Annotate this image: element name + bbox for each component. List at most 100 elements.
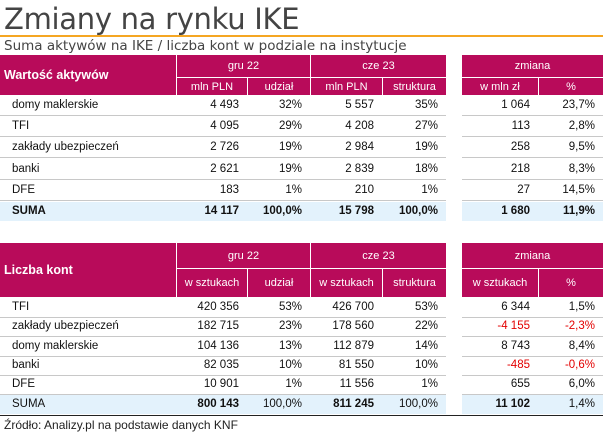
cell-value: 27% [414,120,438,133]
cell-value: 420 356 [197,301,239,313]
cell-value: 1% [421,378,438,391]
cell-value: 14 117 [204,205,239,217]
cell-value: 112 879 [333,339,374,352]
cell-value: 5 557 [345,99,374,111]
row-label: DFE [12,378,35,391]
cell-value: 8,4% [568,339,595,352]
cell-value: 100,0% [262,205,302,217]
cell-value: 13% [278,339,302,352]
cell-value: 183 [219,183,239,196]
cell-value: 182 715 [197,320,239,333]
group-header: gru 22 [177,243,310,268]
cell-value: 100,0% [398,397,438,410]
cell-value: 6,0% [568,378,595,391]
row-divider [0,115,446,116]
cell-value: 655 [510,378,530,391]
cell-value: 4 493 [210,99,239,111]
group-header: zmiana [462,55,603,77]
cell-value: 35% [414,99,438,111]
row-label: TFI [12,301,30,313]
column-header: mln PLN [311,78,382,95]
cell-value: 15 798 [338,205,374,217]
column-header: udział [248,269,310,297]
row-label: domy maklerskie [12,99,99,111]
cell-value: 178 560 [332,320,374,333]
total-row-bg [462,394,603,414]
cell-value: 53% [278,301,302,313]
total-label: SUMA [12,397,46,410]
cell-value: 19% [278,162,302,175]
cell-value: 100,0% [398,205,438,217]
source-divider [0,415,603,416]
cell-value: 1,5% [568,301,595,313]
cell-value: 23% [278,320,302,333]
subtitle: Suma aktywów na IKE / liczba kont w podz… [4,38,407,54]
row-divider [0,157,446,159]
cell-value: 14,5% [562,183,595,196]
cell-value: 19% [414,141,438,154]
cell-value: 2 621 [210,162,239,175]
row-divider [0,317,446,318]
column-header: udział [248,78,310,95]
group-header: gru 22 [177,55,310,77]
row-label: banki [12,358,40,371]
cell-value: 9,5% [568,141,595,154]
row-divider [0,199,446,201]
cell-value: 4 208 [345,120,374,133]
row-label: zakłady ubezpieczeń [12,141,119,154]
row-divider [0,136,446,138]
cell-value: 1% [285,378,302,391]
row-divider [462,336,603,338]
cell-value: 210 [354,183,374,196]
row-divider [462,178,603,180]
row-divider [462,136,603,138]
table-title: Liczba kont [0,243,176,297]
total-row-bg [462,202,603,221]
cell-value: 82 035 [203,358,239,371]
total-row-bg [0,394,446,414]
cell-value: 18% [414,162,438,175]
cell-value: 258 [510,141,530,154]
cell-value: 11,9% [563,205,595,217]
row-divider [462,374,603,376]
cell-value: 1 680 [501,205,530,217]
cell-value: 1,4% [568,397,595,410]
cell-value: 10% [414,358,438,371]
row-divider [462,157,603,159]
cell-value: 1 064 [501,99,530,111]
row-label: DFE [12,183,35,196]
cell-value: 32% [278,99,302,111]
cell-value: 22% [414,320,438,333]
cell-value: 4 095 [210,120,239,133]
group-header: zmiana [462,243,603,268]
cell-value: 53% [414,301,438,313]
row-label: TFI [12,120,30,133]
cell-value: 14% [414,339,438,352]
cell-value: 8 743 [501,339,530,352]
row-label: domy maklerskie [12,339,99,352]
cell-value: 100,0% [262,397,302,410]
row-divider [0,178,446,180]
cell-value: 2 726 [210,141,239,154]
source-note: Źródło: Analizy.pl na podstawie danych K… [4,418,238,432]
column-header: w sztukach [311,269,382,297]
cell-value: 11 556 [339,378,374,391]
cell-value: 800 143 [197,397,239,410]
cell-value: 11 102 [495,397,530,410]
cell-value: 1% [285,183,302,196]
column-header: struktura [383,78,446,95]
total-label: SUMA [12,205,46,217]
cell-value: 2,8% [568,120,595,133]
cell-value: 2 984 [345,141,374,154]
cell-value: 23,7% [562,99,595,111]
cell-value: -485 [506,358,530,371]
row-divider [0,374,446,376]
title-rule [0,35,603,37]
cell-value: 6 344 [501,301,530,313]
row-divider [462,115,603,116]
cell-value: 8,3% [568,162,595,175]
cell-value: 218 [510,162,530,175]
column-header: w sztukach [462,269,538,297]
page-title: Zmiany na rynku IKE [4,2,300,36]
cell-value: 1% [421,183,438,196]
